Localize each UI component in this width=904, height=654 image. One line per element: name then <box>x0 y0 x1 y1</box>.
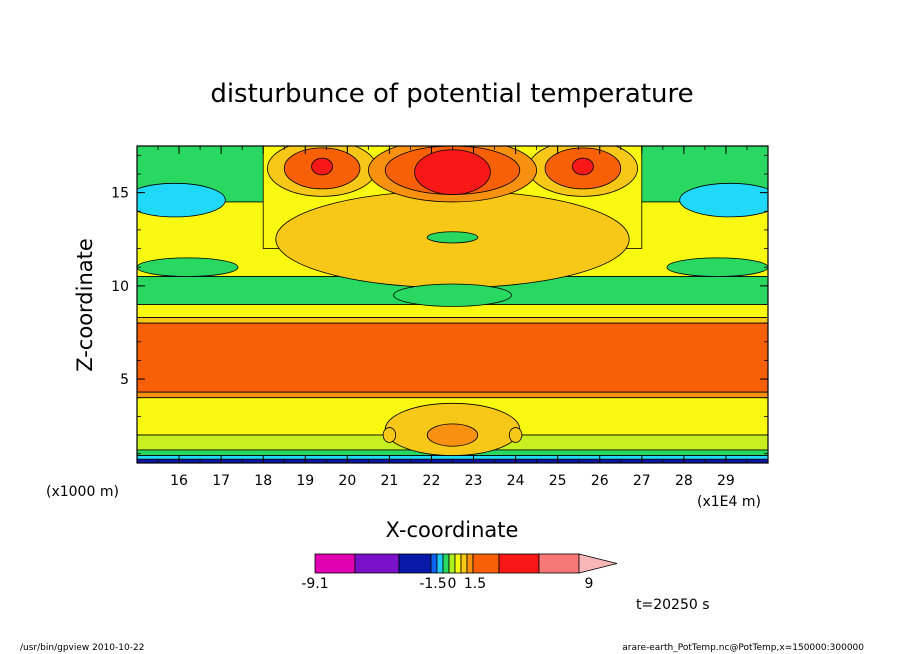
colorbar-segment <box>314 553 356 574</box>
contour-field <box>137 146 768 463</box>
x-tick-label: 16 <box>170 473 188 489</box>
footer-right: arare-earth_PotTemp.nc@PotTemp,x=150000:… <box>622 643 864 653</box>
y-tick-label: 5 <box>120 372 129 388</box>
colorbar-tick-label: -9.1 <box>301 576 328 592</box>
band-cyan-1 <box>137 455 768 460</box>
chart-title: disturbunce of potential temperature <box>210 79 693 109</box>
x-axis-unit: (x1E4 m) <box>697 494 761 510</box>
green-blob-small-center <box>426 231 479 244</box>
band-orange-4 <box>137 391 768 399</box>
colorbar-segment <box>430 553 438 574</box>
x-tick-label: 27 <box>633 473 651 489</box>
lower-blob-left <box>382 427 397 443</box>
y-axis: 5 10 15 <box>111 154 768 455</box>
colorbar-segment <box>442 553 450 574</box>
colorbar-tick-label: -1.5 <box>419 576 446 592</box>
x-axis-label: X-coordinate <box>386 518 519 542</box>
x-tick-label: 22 <box>423 473 441 489</box>
x-tick-label: 19 <box>296 473 314 489</box>
cyan-blob-right <box>679 182 768 218</box>
y-axis-label: Z-coordinate <box>73 238 97 372</box>
x-tick-label: 26 <box>591 473 609 489</box>
colorbar-arrow <box>578 553 618 574</box>
colorbar-segment <box>354 553 400 574</box>
colorbar-segment <box>460 553 468 574</box>
green-blob-center <box>393 283 512 307</box>
colorbar-tick-label: 1.5 <box>464 576 486 592</box>
band-dark-orange-core <box>137 322 768 393</box>
left-hot-core <box>311 157 334 176</box>
colorbar-segment <box>538 553 580 574</box>
lower-blob-right <box>508 427 523 443</box>
x-tick-label: 17 <box>212 473 230 489</box>
colorbar-segment <box>466 553 474 574</box>
colorbar-tick-label: 0 <box>448 576 457 592</box>
band-light-orange-8 <box>137 317 768 324</box>
x-axis: 16 17 18 19 20 21 22 23 24 25 26 27 28 29 <box>136 146 769 489</box>
x-tick-label: 24 <box>507 473 525 489</box>
x-tick-label: 28 <box>675 473 693 489</box>
time-annotation: t=20250 s <box>636 597 710 613</box>
lower-orange-core <box>426 423 479 447</box>
colorbar-segment <box>454 553 462 574</box>
green-blob-left <box>137 257 239 277</box>
x-tick-label: 25 <box>549 473 567 489</box>
x-tick-label: 20 <box>338 473 356 489</box>
colorbar-tick-label: 9 <box>585 576 594 592</box>
colorbar-segment <box>498 553 540 574</box>
y-tick-label: 10 <box>111 279 129 295</box>
colorbar: -9.1 -1.5 0 1.5 9 <box>301 553 618 592</box>
x-tick-label: 23 <box>465 473 483 489</box>
right-hot-core <box>571 157 594 176</box>
green-blob-right <box>666 257 768 277</box>
x-tick-label: 18 <box>254 473 272 489</box>
colorbar-segment <box>398 553 432 574</box>
x-tick-label: 21 <box>380 473 398 489</box>
center-hot-core <box>414 149 491 195</box>
colorbar-segment <box>472 553 500 574</box>
x-tick-label: 29 <box>717 473 735 489</box>
colorbar-segment <box>448 553 456 574</box>
cyan-blob-left <box>137 182 226 218</box>
footer-left: /usr/bin/gpview 2010-10-22 <box>20 643 144 653</box>
y-tick-label: 15 <box>111 186 129 202</box>
y-axis-unit: (x1000 m) <box>46 484 119 500</box>
colorbar-segment <box>436 553 444 574</box>
